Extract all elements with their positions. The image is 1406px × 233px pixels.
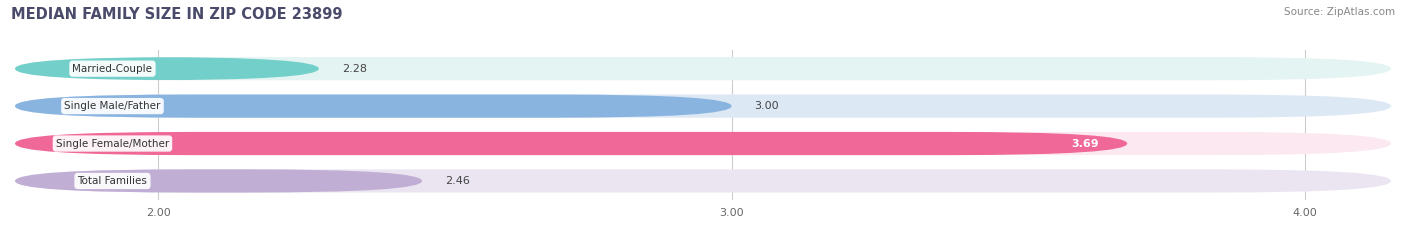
Text: MEDIAN FAMILY SIZE IN ZIP CODE 23899: MEDIAN FAMILY SIZE IN ZIP CODE 23899 [11,7,343,22]
Text: Total Families: Total Families [77,176,148,186]
Text: Single Female/Mother: Single Female/Mother [56,139,169,148]
FancyBboxPatch shape [15,169,1391,192]
Text: 3.69: 3.69 [1071,139,1098,148]
Text: Source: ZipAtlas.com: Source: ZipAtlas.com [1284,7,1395,17]
FancyBboxPatch shape [15,132,1391,155]
Text: 2.46: 2.46 [446,176,470,186]
Text: 2.28: 2.28 [342,64,367,74]
FancyBboxPatch shape [15,169,422,192]
Text: Single Male/Father: Single Male/Father [65,101,160,111]
FancyBboxPatch shape [15,57,319,80]
FancyBboxPatch shape [15,132,1128,155]
Text: Married-Couple: Married-Couple [73,64,152,74]
Text: 3.00: 3.00 [755,101,779,111]
FancyBboxPatch shape [15,95,731,118]
FancyBboxPatch shape [15,57,1391,80]
FancyBboxPatch shape [15,95,1391,118]
